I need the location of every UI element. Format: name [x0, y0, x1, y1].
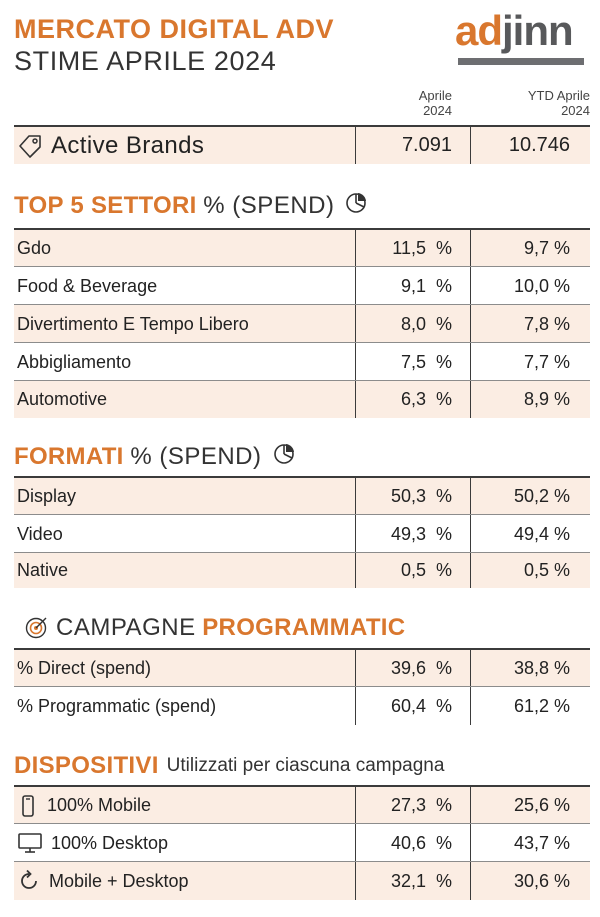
- settore-label: Gdo: [17, 238, 52, 258]
- dispositivo-label: 100% Mobile: [47, 795, 152, 815]
- tag-icon: [17, 133, 43, 159]
- settore-value-aprile: 9,1 %: [400, 275, 452, 296]
- pie-chart-icon: [334, 190, 368, 221]
- adjinn-logo: adjinn: [455, 7, 574, 54]
- programmatic-row: % Programmatic (spend) 60,4 % 61,2 %: [14, 687, 590, 725]
- dispositivo-value-aprile: 32,1 %: [390, 870, 452, 891]
- settore-value-ytd: 10,0 %: [513, 275, 570, 296]
- settore-row: Divertimento E Tempo Libero 8,0 % 7,8 %: [14, 305, 590, 343]
- dispositivo-value-aprile: 27,3 %: [390, 795, 452, 815]
- settore-label: Divertimento E Tempo Libero: [17, 313, 249, 334]
- section-title-dispositivi: DISPOSITIVI Utilizzati per ciascuna camp…: [14, 752, 445, 779]
- programmatic-value-aprile: 60,4 %: [390, 695, 452, 716]
- formato-value-ytd: 50,2 %: [513, 486, 570, 506]
- settore-value-aprile: 11,5 %: [392, 238, 452, 258]
- dispositivo-row: Mobile + Desktop 32,1 % 30,6 %: [14, 862, 590, 900]
- active-brands-ytd: 10.746: [508, 134, 570, 156]
- dispositivo-label: 100% Desktop: [51, 832, 169, 853]
- formato-value-aprile: 50,3 %: [390, 486, 452, 506]
- programmatic-label: % Programmatic (spend): [17, 695, 217, 716]
- settore-value-aprile: 8,0 %: [400, 313, 452, 334]
- programmatic-value-ytd: 61,2 %: [513, 695, 570, 716]
- settori-top-rule: [14, 228, 590, 230]
- settore-value-ytd: 8,9 %: [523, 389, 570, 409]
- formato-row: Video 49,3 % 49,4 %: [14, 515, 590, 553]
- formato-value-ytd: 0,5 %: [523, 560, 570, 580]
- active-brands-aprile: 7.091: [401, 134, 452, 156]
- page-title: MERCATO DIGITAL ADV: [14, 14, 334, 44]
- programmatic-value-aprile: 39,6 %: [390, 658, 452, 678]
- section-title-formati: FORMATI % (SPEND): [14, 441, 296, 472]
- programmatic-value-ytd: 38,8 %: [513, 658, 570, 678]
- formato-value-aprile: 0,5 %: [400, 560, 452, 580]
- settore-row: Gdo 11,5 % 9,7 %: [14, 230, 590, 267]
- table-top-rule: [14, 125, 590, 127]
- formato-value-aprile: 49,3 %: [390, 523, 452, 544]
- section-title-programmatic: CAMPAGNE PROGRAMMATIC: [14, 614, 405, 642]
- pie-chart-icon: [262, 441, 296, 472]
- settore-value-ytd: 9,7 %: [523, 238, 570, 258]
- settore-value-aprile: 6,3 %: [400, 389, 452, 409]
- settore-row: Abbigliamento 7,5 % 7,7 %: [14, 343, 590, 381]
- formati-top-rule: [14, 476, 590, 478]
- settore-value-ytd: 7,7 %: [523, 351, 570, 372]
- dispositivo-value-ytd: 43,7 %: [513, 832, 570, 853]
- dispositivo-row: 100% Desktop 40,6 % 43,7 %: [14, 824, 590, 862]
- formato-label: Display: [17, 486, 77, 506]
- section-title-settori: TOP 5 SETTORI % (SPEND): [14, 190, 368, 221]
- settore-label: Automotive: [17, 389, 108, 409]
- column-header-ytd: YTD Aprile 2024: [527, 88, 590, 118]
- dispositivo-value-aprile: 40,6 %: [390, 832, 452, 853]
- formato-label: Video: [17, 523, 63, 544]
- formato-value-ytd: 49,4 %: [513, 523, 570, 544]
- settore-label: Abbigliamento: [17, 351, 132, 372]
- dispositivo-label: Mobile + Desktop: [49, 870, 189, 891]
- logo-underline: [458, 58, 584, 65]
- programmatic-label: % Direct (spend): [17, 658, 152, 678]
- column-header-aprile: Aprile 2024: [418, 88, 452, 118]
- formato-row: Display 50,3 % 50,2 %: [14, 478, 590, 515]
- settore-row: Food & Beverage 9,1 % 10,0 %: [14, 267, 590, 305]
- dispositivo-value-ytd: 25,6 %: [513, 795, 570, 815]
- dispositivo-value-ytd: 30,6 %: [513, 870, 570, 891]
- programmatic-top-rule: [14, 648, 590, 650]
- active-brands-row: Active Brands 7.091 10.746: [14, 127, 590, 164]
- monitor-icon: [17, 831, 43, 855]
- target-icon: [14, 616, 48, 640]
- settore-row: Automotive 6,3 % 8,9 %: [14, 381, 590, 418]
- page-subtitle: STIME APRILE 2024: [14, 46, 277, 76]
- settore-value-aprile: 7,5 %: [400, 351, 452, 372]
- settore-value-ytd: 7,8 %: [523, 313, 570, 334]
- active-brands-label: Active Brands: [51, 131, 205, 159]
- dispositivo-row: 100% Mobile 27,3 % 25,6 %: [14, 787, 590, 824]
- formato-label: Native: [17, 560, 69, 580]
- smartphone-icon: [17, 794, 39, 818]
- refresh-icon: [17, 869, 41, 893]
- formato-row: Native 0,5 % 0,5 %: [14, 553, 590, 588]
- programmatic-row: % Direct (spend) 39,6 % 38,8 %: [14, 650, 590, 687]
- settore-label: Food & Beverage: [17, 275, 158, 296]
- dispositivi-top-rule: [14, 785, 590, 787]
